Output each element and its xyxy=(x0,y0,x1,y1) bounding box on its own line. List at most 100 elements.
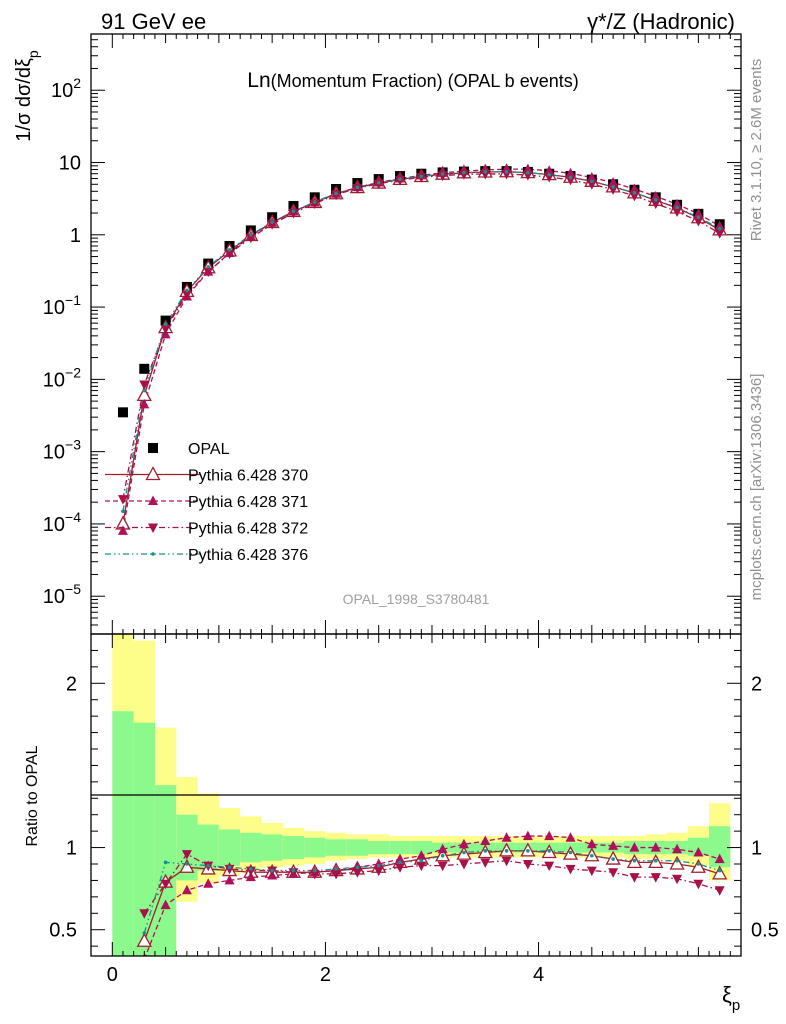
ratio-point-pythia-6-428-372 xyxy=(480,858,491,868)
main-point-pythia-6-428-371 xyxy=(544,165,555,175)
main-point-pythia-6-428-372 xyxy=(331,190,342,201)
ratio-point-pythia-6-428-371 xyxy=(629,842,640,852)
ratio-point-pythia-6-428-376 xyxy=(440,853,445,858)
main-point-pythia-6-428-372 xyxy=(608,185,619,195)
ratio-point-pythia-6-428-371 xyxy=(245,871,256,882)
main-point-pythia-6-428-371 xyxy=(522,163,533,174)
main-point-pythia-6-428-372 xyxy=(458,170,469,180)
uncertainty-band-inner xyxy=(240,832,262,863)
main-point-pythia-6-428-376 xyxy=(249,233,253,237)
main-point-pythia-6-428-376 xyxy=(462,170,466,175)
main-point-pythia-6-428-372 xyxy=(437,171,448,182)
legend-label: Pythia 6.428 372 xyxy=(188,521,308,538)
legend-label: Pythia 6.428 371 xyxy=(188,494,308,511)
ratio-point-pythia-6-428-372 xyxy=(437,861,448,872)
main-point-pythia-6-428-372 xyxy=(714,229,725,239)
uncertainty-band-inner xyxy=(218,829,241,866)
ratio-point-pythia-6-428-376 xyxy=(717,868,722,873)
main-point-pythia-6-428-371 xyxy=(565,167,576,178)
ratio-point-pythia-6-428-376 xyxy=(462,850,466,855)
ratio-line-pythia-6-428-376 xyxy=(143,850,720,934)
ratio-point-pythia-6-428-376 xyxy=(504,849,509,853)
ratio-point-pythia-6-428-372 xyxy=(288,868,299,878)
main-point-pythia-6-428-376 xyxy=(376,180,381,185)
ratio-point-pythia-6-428-376 xyxy=(163,860,168,865)
ratio-point-pythia-6-428-376 xyxy=(270,868,274,873)
x-tick-label: 0 xyxy=(107,964,118,986)
y-tick-label: 10−1 xyxy=(43,292,81,319)
ratio-point-pythia-6-428-372 xyxy=(565,864,576,875)
legend-marker-opal xyxy=(148,443,158,453)
ratio-point-pythia-6-428-371 xyxy=(672,843,683,854)
y-tick-label: 1 xyxy=(70,225,81,247)
ratio-point-pythia-6-428-376 xyxy=(206,863,211,868)
ratio-point-pythia-6-428-371 xyxy=(565,832,576,842)
main-point-opal xyxy=(139,363,150,374)
main-point-pythia-6-428-371 xyxy=(650,190,661,201)
main-point-pythia-6-428-372 xyxy=(267,220,278,230)
ratio-point-pythia-6-428-372 xyxy=(672,874,683,885)
uncertainty-band-inner xyxy=(133,722,155,956)
ratio-point-pythia-6-428-372 xyxy=(245,866,256,877)
legend-marker-pythia-6-428-371 xyxy=(148,495,158,505)
main-point-pythia-6-428-371 xyxy=(629,183,640,194)
main-point-pythia-6-428-371 xyxy=(608,176,619,187)
ratio-y-tick-label-right: 2 xyxy=(751,673,762,695)
main-line-pythia-6-428-376 xyxy=(122,171,720,512)
ratio-point-pythia-6-428-371 xyxy=(224,874,235,885)
ratio-line-pythia-6-428-370 xyxy=(143,850,720,942)
ratio-point-pythia-6-428-371 xyxy=(395,853,406,864)
uncertainty-band-inner xyxy=(197,824,219,871)
main-point-pythia-6-428-376 xyxy=(142,388,147,393)
main-point-pythia-6-428-371 xyxy=(117,525,128,535)
main-point-pythia-6-428-372 xyxy=(544,173,555,183)
main-point-opal xyxy=(117,407,128,418)
ratio-point-pythia-6-428-371 xyxy=(458,838,469,849)
ratio-point-pythia-6-428-371 xyxy=(714,853,725,864)
legend-label: Pythia 6.428 376 xyxy=(188,547,308,564)
main-point-pythia-6-428-372 xyxy=(586,180,597,190)
main-panel xyxy=(115,163,728,535)
main-point-pythia-6-428-376 xyxy=(504,169,509,174)
main-point-pythia-6-428-372 xyxy=(224,249,235,260)
ratio-panel xyxy=(91,634,741,956)
ratio-point-pythia-6-428-372 xyxy=(608,868,619,878)
x-tick-label: 2 xyxy=(320,964,331,986)
main-point-pythia-6-428-372 xyxy=(522,171,533,181)
ratio-point-pythia-6-428-376 xyxy=(526,849,530,853)
ratio-y-tick-label: 0.5 xyxy=(49,920,77,942)
main-point-pythia-6-428-372 xyxy=(565,175,576,186)
main-point-pythia-6-428-372 xyxy=(117,495,128,505)
uncertainty-band-inner xyxy=(154,785,177,956)
ratio-point-pythia-6-428-376 xyxy=(376,863,381,868)
main-point-pythia-6-428-372 xyxy=(395,176,406,186)
main-point-pythia-6-428-376 xyxy=(206,265,211,269)
ratio-point-pythia-6-428-371 xyxy=(650,842,661,852)
ratio-point-pythia-6-428-372 xyxy=(395,863,406,873)
header-right: γ*/Z (Hadronic) xyxy=(587,9,735,34)
ratio-point-pythia-6-428-376 xyxy=(611,857,615,861)
ratio-point-pythia-6-428-376 xyxy=(291,868,296,873)
ratio-point-pythia-6-428-372 xyxy=(139,909,150,919)
ratio-point-pythia-6-428-376 xyxy=(227,865,232,870)
ratio-point-pythia-6-428-372 xyxy=(693,879,704,890)
main-point-pythia-6-428-372 xyxy=(160,324,171,335)
y-tick-label: 10−2 xyxy=(43,364,81,391)
main-point-pythia-6-428-372 xyxy=(309,199,320,210)
ratio-point-pythia-6-428-371 xyxy=(480,835,491,845)
main-point-pythia-6-428-376 xyxy=(547,172,551,177)
main-point-pythia-6-428-376 xyxy=(270,220,274,224)
ratio-y-tick-label-right: 0.5 xyxy=(751,920,779,942)
ratio-y-tick-label: 2 xyxy=(66,673,77,695)
ratio-point-pythia-6-428-372 xyxy=(544,861,555,872)
ratio-point-pythia-6-428-376 xyxy=(334,867,338,871)
uncertainty-band-inner xyxy=(282,836,305,860)
ratio-point-pythia-6-428-371 xyxy=(160,899,171,910)
main-frame xyxy=(90,33,742,635)
main-point-pythia-6-428-376 xyxy=(355,185,360,190)
y-tick-label: 10−3 xyxy=(43,437,81,464)
main-point-pythia-6-428-376 xyxy=(291,209,296,214)
ratio-point-pythia-6-428-376 xyxy=(312,868,317,873)
ratio-point-pythia-6-428-376 xyxy=(653,858,658,863)
